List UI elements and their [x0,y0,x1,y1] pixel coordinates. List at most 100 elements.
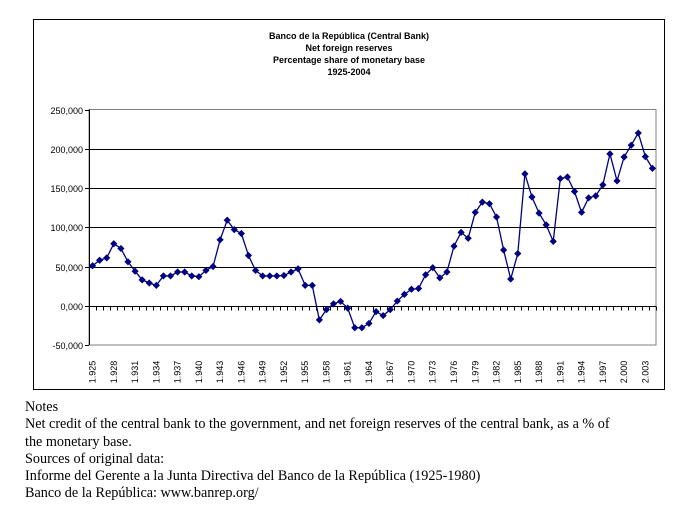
data-point [301,281,309,289]
data-point [195,273,203,281]
data-point [500,246,508,254]
data-point [372,308,380,316]
x-tick-label: 1.958 [321,361,331,384]
x-tick-label: 1.937 [173,361,183,384]
data-point [131,267,139,275]
data-point [585,194,593,202]
data-point [592,192,600,200]
data-point [358,324,366,332]
chart-title-line-1: Banco de la República (Central Bank) [269,31,429,41]
x-tick-label: 1.979 [470,361,480,384]
data-point [535,209,543,217]
notes-section: Notes Net credit of the central bank to … [25,399,695,503]
data-point [259,272,267,280]
data-point [230,226,238,234]
y-tick-label: 50,000 [55,263,83,273]
data-point [641,153,649,161]
data-point [138,276,146,284]
x-tick-label: 1.940 [194,361,204,384]
notes-line-3: Sources of original data: [25,450,165,467]
data-point [507,275,515,283]
x-tick-label: 1.994 [577,361,587,384]
x-tick-label: 1.970 [406,361,416,384]
data-point [386,306,394,314]
chart-frame [33,19,665,390]
data-point [471,208,479,216]
x-tick-label: 1.973 [428,361,438,384]
x-tick-label: 1.952 [279,361,289,384]
data-point [606,150,614,158]
data-point [244,251,253,260]
x-tick-label: 1.928 [109,361,119,384]
data-point [315,316,323,324]
data-point [223,216,231,224]
data-point [599,181,607,189]
data-point [464,234,472,242]
data-point [556,174,564,183]
data-point [273,272,281,280]
data-point [166,272,175,280]
data-point [117,244,125,253]
series-line [92,131,654,329]
notes-line-1: Net credit of the central bank to the go… [25,416,610,433]
y-tick-label: 100,000 [50,223,83,233]
x-tick-label: 1.946 [236,361,246,384]
data-point [294,265,302,273]
y-tick-label: 0,000 [60,302,83,312]
data-point [613,177,621,185]
data-point [209,262,217,271]
x-tick-label: 2.003 [640,361,650,384]
x-tick-label: 1.961 [343,361,353,384]
x-tick-label: 1.931 [130,361,140,384]
chart-title-line-3: Percentage share of monetary base [273,55,425,65]
data-point [344,304,352,312]
data-point [407,285,416,293]
notes-line-5: Banco de la República: www.banrep.org/ [25,485,259,502]
data-point [429,264,437,272]
data-point [521,170,529,178]
x-tick-label: 1.925 [88,361,98,384]
x-tick-label: 1.964 [364,361,374,384]
notes-line-4: Informe del Gerente a la Junta Directiva… [25,468,481,485]
x-tick-label: 1.949 [258,361,268,384]
data-point [88,262,97,270]
data-point [365,319,373,328]
data-point [492,213,501,221]
notes-line-2: the monetary base. [25,433,132,450]
data-point [329,300,338,308]
data-point [443,268,451,276]
data-point [237,229,245,238]
data-point [648,164,657,172]
x-tick-label: 1.991 [555,361,565,384]
data-point [422,271,430,279]
data-point [202,266,210,275]
data-point [457,228,465,236]
data-point [145,279,153,287]
notes-heading: Notes [25,399,59,415]
data-point [414,284,423,293]
x-tick-label: 1.982 [492,361,502,384]
x-tick-label: 1.967 [385,361,395,384]
x-tick-label: 1.955 [300,361,310,384]
chart-title-line-4: 1925-2004 [327,67,370,77]
data-point [549,237,557,245]
data-point [577,208,586,216]
y-tick-label: 250,000 [50,106,83,116]
data-point [266,272,274,280]
data-point [542,221,550,229]
data-point [152,281,160,289]
chart-title-line-2: Net foreign reserves [305,43,392,53]
data-point [485,200,494,208]
data-point [96,256,104,264]
data-point [287,268,295,276]
x-axis: 1.925 1.928 1.931 1.934 1.937 1.940 1.943 1.946… [88,306,657,384]
data-point [393,297,401,305]
data-point [181,268,189,276]
y-axis: 250,000 200,000 150,000 100,000 50,000 0,000 -… [50,106,90,351]
y-tick-label: -50,000 [52,341,83,351]
data-point [280,271,288,280]
data-point [436,274,444,282]
data-point [188,272,196,280]
data-point [528,193,536,201]
data-point [110,240,118,248]
